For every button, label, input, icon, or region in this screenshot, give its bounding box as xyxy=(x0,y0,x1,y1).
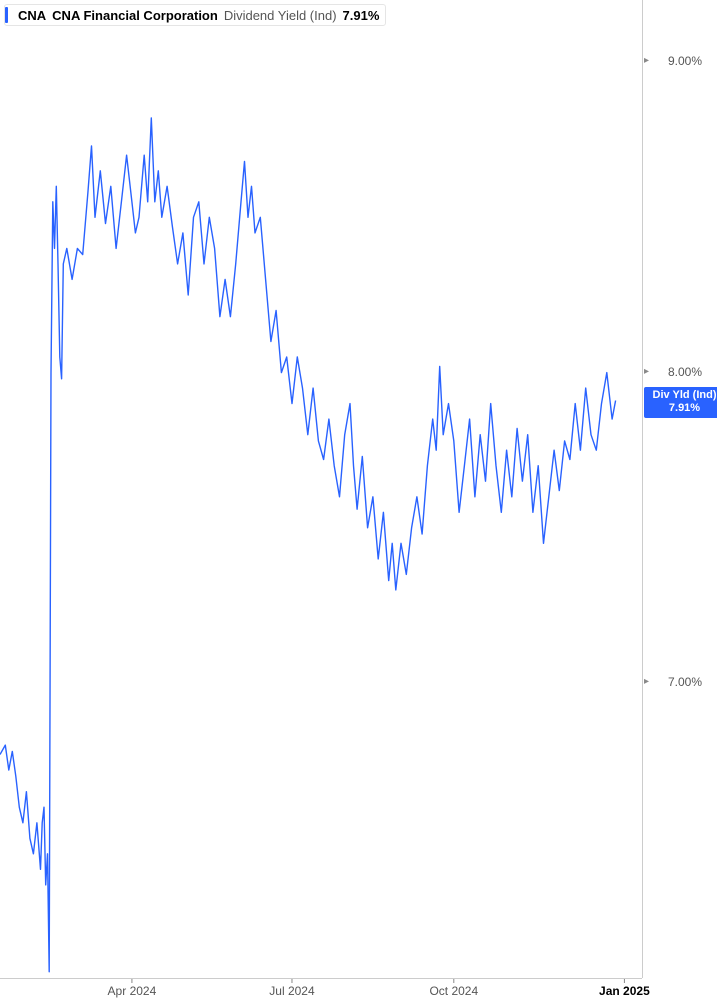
dividend-yield-line xyxy=(0,118,616,972)
x-tick-label: Oct 2024 xyxy=(429,984,478,998)
y-axis-line xyxy=(642,0,643,978)
line-chart[interactable] xyxy=(0,0,717,1005)
y-tick-label: 9.00% xyxy=(656,54,717,68)
flag-label: Div Yld (Ind) xyxy=(649,389,717,403)
flag-value: 7.91% xyxy=(649,402,717,416)
y-tick-marker: ▸ xyxy=(644,676,649,687)
y-tick-marker: ▸ xyxy=(644,366,649,377)
x-axis-line xyxy=(0,978,642,979)
current-value-flag: Div Yld (Ind) 7.91% xyxy=(644,387,717,419)
x-tick-label: Apr 2024 xyxy=(108,984,157,998)
y-tick-label: 7.00% xyxy=(656,675,717,689)
x-tick-label: Jul 2024 xyxy=(269,984,314,998)
x-tick-label: Jan 2025 xyxy=(599,984,650,998)
y-tick-label: 8.00% xyxy=(656,365,717,379)
y-tick-marker: ▸ xyxy=(644,55,649,66)
